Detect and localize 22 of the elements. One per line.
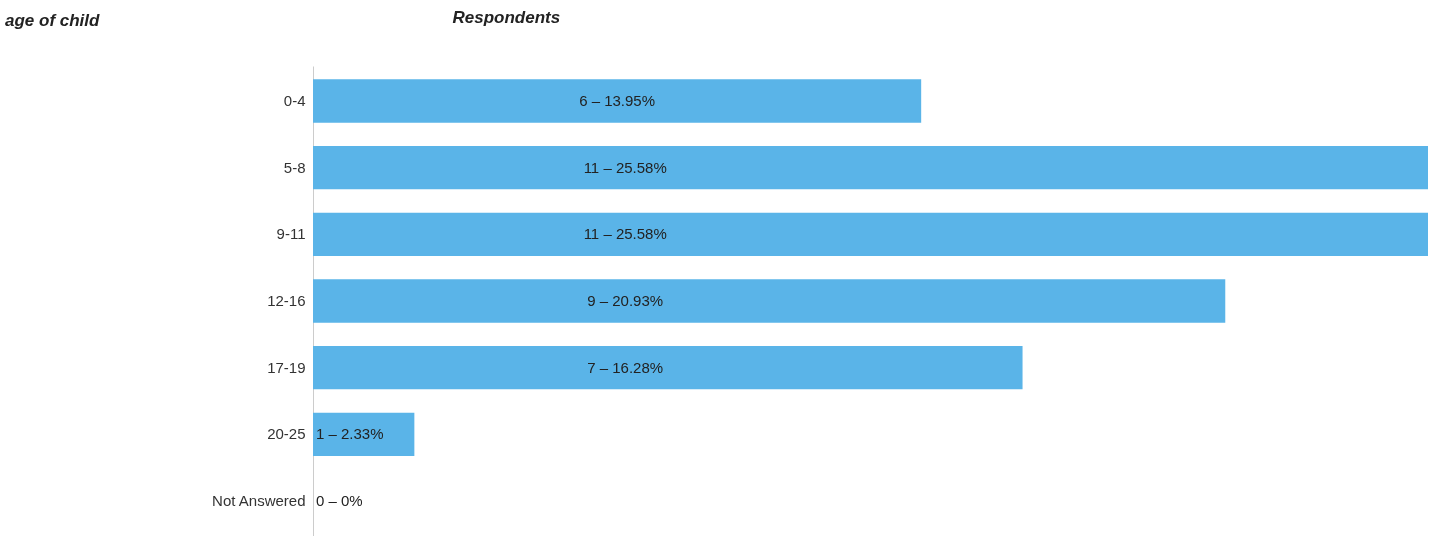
y-tick-label: 12-16 [267, 292, 306, 309]
data-label: 0 – 0% [316, 492, 363, 509]
bar [313, 279, 1226, 323]
y-tick-label: 20-25 [267, 425, 306, 443]
bar [313, 346, 1023, 390]
y-tick-label: 17-19 [267, 358, 306, 376]
y-tick-label: Not Answered [212, 492, 306, 509]
x-axis-title: Respondents [452, 7, 561, 27]
data-label: 9 – 20.93% [587, 292, 664, 309]
y-tick-label: 0-4 [283, 92, 306, 109]
data-label: 1 – 2.33% [316, 425, 384, 443]
bar [313, 79, 922, 123]
y-tick-label: 9-11 [276, 225, 306, 243]
bar [313, 412, 415, 456]
data-label: 11 – 25.58% [583, 158, 667, 176]
bar [313, 212, 1428, 256]
y-tick-label: 5-8 [283, 158, 306, 176]
data-label: 7 – 16.28% [587, 358, 664, 376]
text: age of child [5, 11, 101, 30]
bar [313, 146, 1428, 190]
data-label: 6 – 13.95% [579, 92, 656, 109]
data-label: 11 – 25.58% [583, 225, 667, 243]
